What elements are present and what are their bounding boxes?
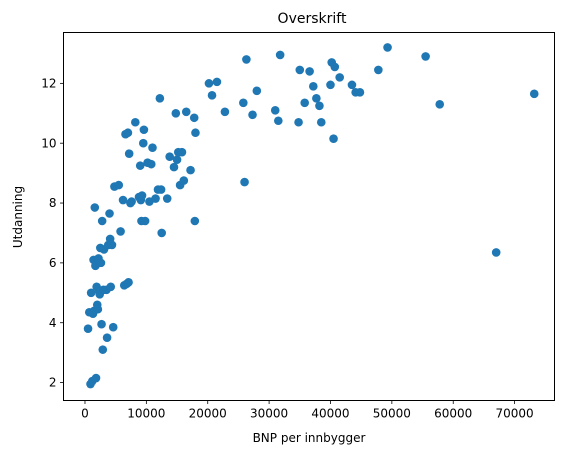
data-point: [127, 197, 136, 206]
data-point: [108, 241, 117, 250]
data-point: [295, 66, 304, 75]
data-point: [84, 324, 93, 333]
data-point: [157, 229, 166, 238]
y-tick-label: 6: [49, 256, 57, 270]
y-tick-label: 12: [41, 77, 56, 91]
data-point: [147, 160, 156, 169]
data-point: [274, 116, 283, 125]
data-point: [271, 106, 280, 115]
y-axis-ticks: 2 4 6 8 10 12: [41, 77, 63, 390]
data-point: [131, 118, 140, 127]
data-point: [180, 176, 189, 185]
data-point: [98, 345, 107, 354]
data-point: [315, 102, 324, 111]
data-point: [98, 217, 107, 226]
data-point: [191, 217, 200, 226]
data-point: [156, 94, 165, 103]
data-point: [348, 81, 357, 90]
data-point: [312, 94, 321, 103]
data-point: [240, 178, 249, 187]
data-point: [317, 118, 326, 127]
data-point: [105, 209, 114, 218]
x-tick-label: 50000: [373, 407, 411, 421]
data-point: [148, 143, 157, 152]
data-point: [329, 134, 338, 143]
x-tick-label: 20000: [189, 407, 227, 421]
data-point: [330, 63, 339, 72]
data-point: [92, 374, 101, 383]
data-point: [151, 194, 160, 203]
data-point: [383, 43, 392, 52]
data-point: [309, 82, 318, 91]
data-point: [109, 323, 118, 332]
data-point: [140, 125, 149, 134]
data-point: [191, 128, 200, 137]
x-axis-label: BNP per innbygger: [253, 431, 366, 445]
data-point: [182, 107, 191, 116]
x-axis-ticks: 0 10000 20000 30000 40000 50000 60000 70000: [81, 401, 534, 421]
data-point: [300, 99, 309, 108]
data-point: [305, 67, 314, 76]
data-point: [242, 55, 251, 64]
data-point: [125, 149, 134, 158]
data-point: [173, 155, 182, 164]
data-point: [326, 81, 335, 90]
y-tick-label: 10: [41, 136, 56, 150]
x-tick-label: 60000: [434, 407, 472, 421]
data-point: [253, 87, 262, 96]
data-point: [294, 118, 303, 127]
data-point: [421, 52, 430, 61]
data-point: [186, 166, 195, 175]
data-point: [139, 139, 148, 148]
y-tick-label: 2: [49, 376, 57, 390]
data-point: [163, 194, 172, 203]
chart-title: Overskrift: [278, 11, 347, 27]
x-tick-label: 0: [81, 407, 89, 421]
data-point: [91, 203, 100, 212]
data-point: [116, 227, 125, 236]
data-point: [141, 217, 150, 226]
data-point: [114, 181, 123, 190]
data-point: [530, 90, 539, 99]
data-point: [492, 248, 501, 257]
data-point: [276, 51, 285, 60]
data-point: [97, 320, 106, 329]
data-point: [248, 110, 257, 119]
data-point: [374, 66, 383, 75]
data-point: [106, 283, 115, 292]
data-point: [435, 100, 444, 109]
data-point: [124, 278, 133, 287]
data-point: [165, 152, 174, 161]
y-axis-label: Utdanning: [11, 186, 25, 248]
data-point: [190, 113, 199, 122]
data-point: [136, 161, 145, 170]
data-point: [205, 79, 214, 88]
y-tick-label: 8: [49, 196, 57, 210]
data-point: [172, 109, 181, 118]
data-point: [221, 107, 230, 116]
data-points: [84, 43, 539, 388]
y-tick-label: 4: [49, 316, 57, 330]
data-point: [97, 259, 106, 268]
x-tick-label: 70000: [496, 407, 534, 421]
data-point: [119, 196, 128, 205]
x-tick-label: 10000: [127, 407, 165, 421]
data-point: [178, 148, 187, 157]
data-point: [356, 88, 365, 97]
data-point: [335, 73, 344, 82]
data-point: [94, 305, 103, 314]
data-point: [239, 99, 248, 108]
data-point: [170, 163, 179, 172]
data-point: [124, 128, 133, 137]
data-point: [103, 333, 112, 342]
data-point: [213, 78, 222, 87]
plot-frame: [64, 33, 555, 401]
data-point: [157, 185, 166, 194]
data-point: [138, 191, 147, 200]
x-tick-label: 40000: [311, 407, 349, 421]
x-tick-label: 30000: [250, 407, 288, 421]
data-point: [208, 91, 217, 100]
